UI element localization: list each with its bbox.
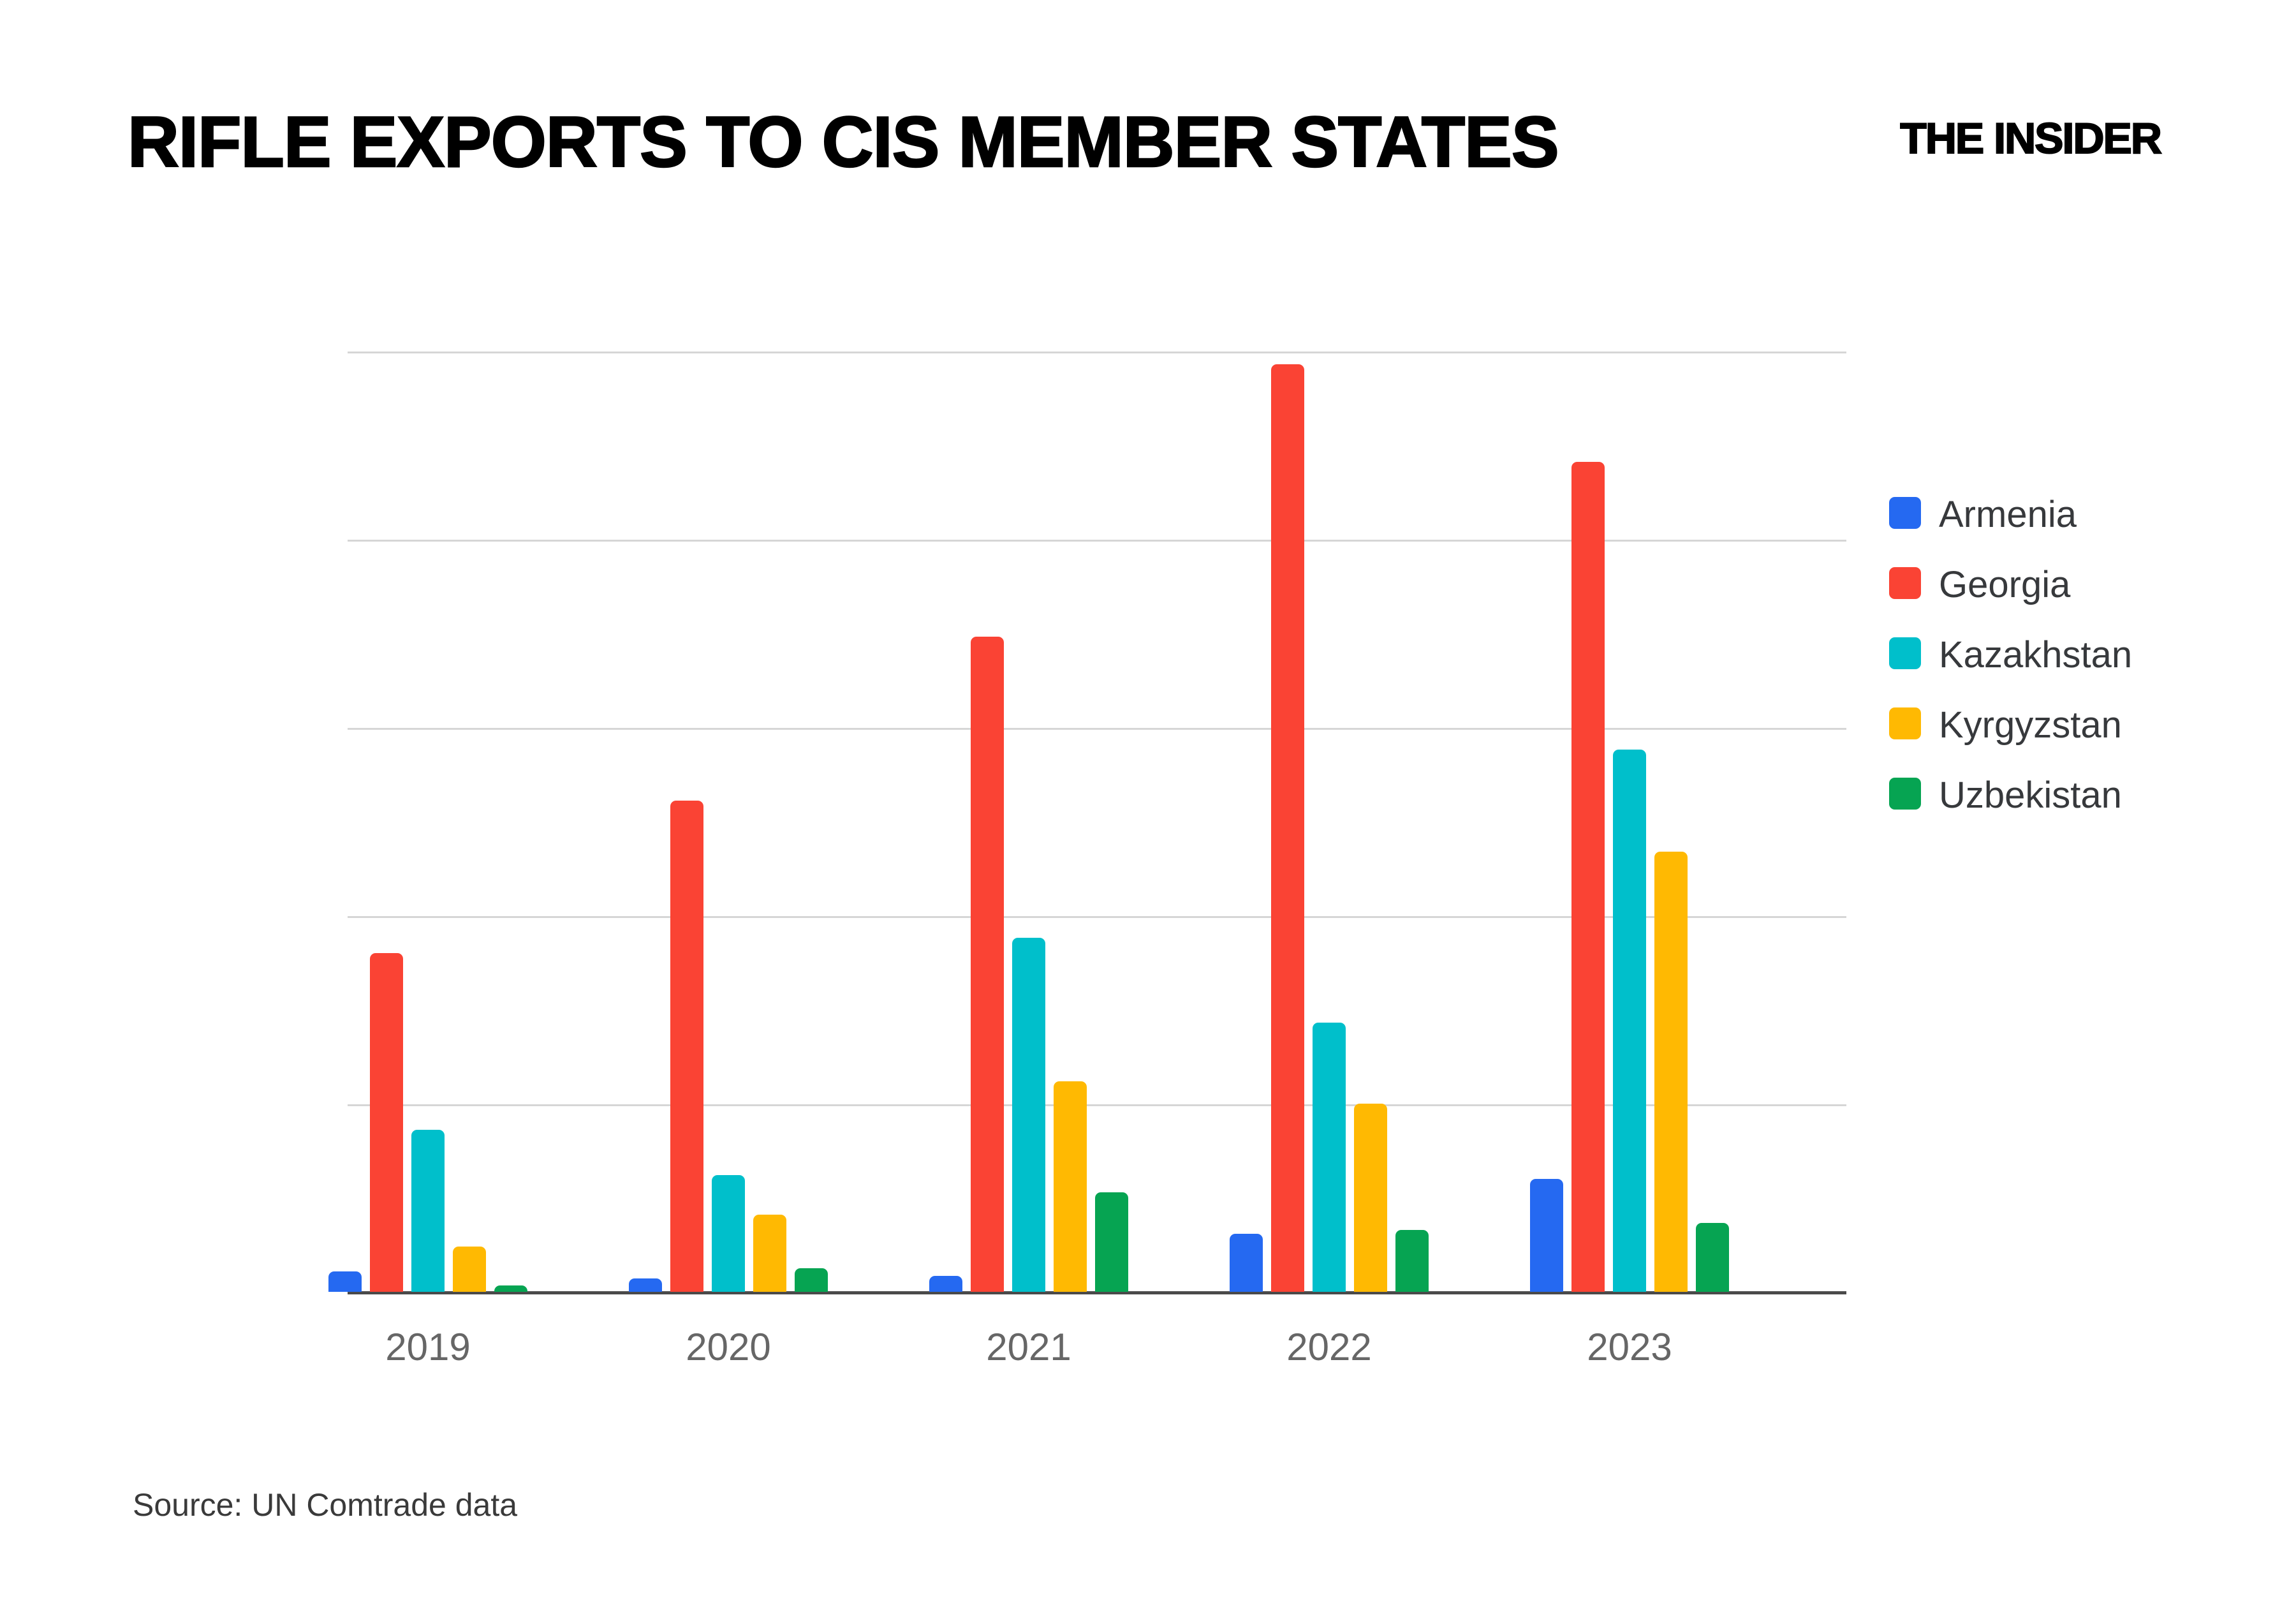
legend-swatch-armenia [1889,497,1921,529]
legend-label-georgia: Georgia [1939,564,2071,605]
bar-georgia-2022 [1271,364,1304,1292]
legend-label-kyrgyzstan: Kyrgyzstan [1939,704,2122,746]
x-axis-line [348,1291,1846,1294]
bar-kazakhstan-2021 [1012,938,1045,1292]
bar-kazakhstan-2023 [1613,750,1646,1292]
bar-uzbekistan-2021 [1095,1192,1128,1292]
bar-kyrgyzstan-2020 [753,1215,786,1292]
gridline-10000 [348,916,1846,918]
gridline-25000 [348,352,1846,353]
bar-armenia-2021 [929,1275,962,1292]
plot-area: 0500010000150002000025000201920202021202… [328,352,1846,1368]
bar-kyrgyzstan-2022 [1354,1104,1387,1292]
x-axis-tick-2021: 2021 [986,1326,1071,1368]
bar-kyrgyzstan-2021 [1054,1081,1087,1292]
legend-label-uzbekistan: Uzbekistan [1939,774,2122,816]
x-axis-tick-2020: 2020 [686,1326,771,1368]
bar-armenia-2020 [629,1278,662,1292]
bar-armenia-2019 [328,1271,362,1292]
bar-armenia-2023 [1530,1179,1563,1292]
chart-title: RIFLE EXPORTS TO CIS MEMBER STATES [127,101,1560,183]
legend-label-armenia: Armenia [1939,494,2077,535]
bar-kazakhstan-2019 [411,1130,445,1292]
bar-uzbekistan-2019 [494,1285,527,1292]
legend-label-kazakhstan: Kazakhstan [1939,634,2133,676]
x-axis-tick-2022: 2022 [1286,1326,1372,1368]
gridline-5000 [348,1104,1846,1106]
bar-georgia-2020 [670,801,703,1292]
bar-uzbekistan-2022 [1395,1229,1429,1292]
x-axis-tick-2019: 2019 [385,1326,471,1368]
bar-uzbekistan-2023 [1696,1223,1729,1292]
legend-swatch-georgia [1889,567,1921,599]
bar-kyrgyzstan-2023 [1654,851,1688,1292]
legend-swatch-uzbekistan [1889,778,1921,810]
brand-logo: THE INSIDER [1899,114,2163,163]
x-axis-tick-2023: 2023 [1587,1326,1672,1368]
source-note: Source: UN Comtrade data [133,1487,518,1523]
bar-uzbekistan-2020 [795,1268,828,1292]
bar-kazakhstan-2022 [1313,1023,1346,1292]
bar-armenia-2022 [1230,1233,1263,1292]
gridline-15000 [348,728,1846,730]
gridline-20000 [348,540,1846,542]
bar-kyrgyzstan-2019 [453,1247,486,1292]
legend-swatch-kazakhstan [1889,637,1921,669]
bar-georgia-2021 [971,637,1004,1292]
bar-kazakhstan-2020 [712,1175,745,1292]
legend-swatch-kyrgyzstan [1889,707,1921,739]
bar-georgia-2023 [1571,462,1605,1292]
bar-georgia-2019 [370,953,403,1292]
